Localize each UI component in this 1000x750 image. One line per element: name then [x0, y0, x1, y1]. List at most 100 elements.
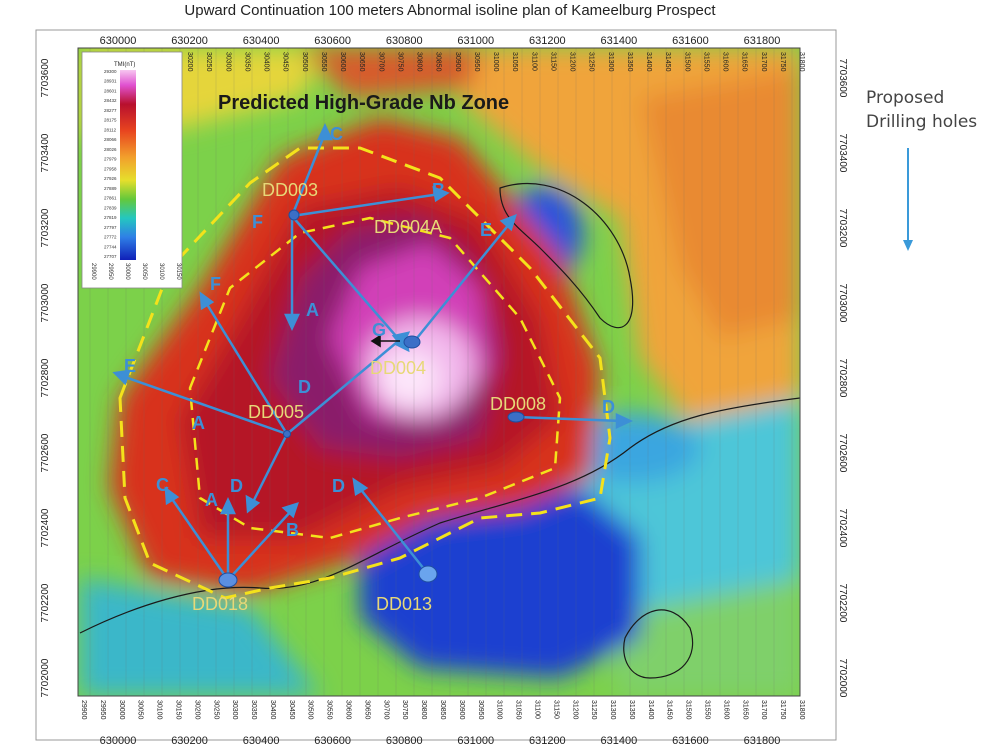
- hole-label: DD018: [192, 594, 248, 614]
- x-inner-tick-label: 30100: [156, 700, 163, 720]
- y-tick-label: 7702200: [837, 584, 848, 623]
- x-inner-tick-label: 30500: [301, 52, 308, 72]
- direction-label: F: [252, 212, 263, 232]
- x-inner-tick-label: 30300: [231, 700, 238, 720]
- x-inner-tick-label: 30250: [205, 52, 212, 72]
- hole-label: DD013: [376, 594, 432, 614]
- legend-axis-tick: 29900: [90, 263, 96, 280]
- x-tick-label: 631200: [529, 735, 566, 747]
- x-tick-label: 631400: [601, 735, 638, 747]
- direction-label: A: [306, 300, 319, 320]
- x-inner-tick-label: 31750: [779, 700, 786, 720]
- x-inner-tick-label: 31450: [666, 700, 673, 720]
- hole-label: DD003: [262, 180, 318, 200]
- legend-colorbar: [120, 70, 136, 260]
- map-title: Upward Continuation 100 meters Abnormal …: [184, 2, 716, 19]
- x-inner-tick-label: 31550: [704, 700, 711, 720]
- hole-collars: [218, 209, 525, 588]
- x-tick-label: 631400: [601, 35, 638, 47]
- direction-label: A: [192, 413, 205, 433]
- x-tick-label: 630200: [171, 735, 208, 747]
- direction-label: E: [480, 220, 492, 240]
- collar-dd005[interactable]: [283, 430, 291, 438]
- x-inner-tick-label: 30700: [382, 700, 389, 720]
- x-inner-tick-label: 30750: [401, 700, 408, 720]
- legend-value: 27979: [104, 157, 117, 162]
- direction-label: D: [298, 377, 311, 397]
- hole-label: DD004A: [374, 217, 442, 237]
- black-arrow-icon: [370, 334, 400, 348]
- x-tick-label: 631600: [672, 35, 709, 47]
- x-inner-tick-label: 30850: [435, 52, 442, 72]
- x-inner-tick-label: 30150: [174, 700, 181, 720]
- hole-label: DD008: [490, 394, 546, 414]
- x-inner-tick-label: 30450: [288, 700, 295, 720]
- x-inner-tick-label: 30050: [137, 700, 144, 720]
- x-inner-tick-label: 30200: [193, 700, 200, 720]
- x-inner-tick-label: 31300: [609, 700, 616, 720]
- collar-dd003[interactable]: [288, 209, 300, 221]
- y-tick-label: 7703000: [837, 284, 848, 323]
- zone-label: Predicted High-Grade Nb Zone: [218, 92, 509, 114]
- x-inner-tick-label: 30950: [477, 700, 484, 720]
- x-inner-tick-label: 31500: [685, 700, 692, 720]
- legend-value: 28026: [104, 147, 117, 152]
- legend-value: 28066: [104, 137, 117, 142]
- collar-dd018[interactable]: [218, 572, 238, 588]
- y-tick-label: 7703400: [837, 134, 848, 173]
- x-inner-tick-label: 31750: [779, 52, 786, 72]
- x-inner-tick-label: 30450: [282, 52, 289, 72]
- legend-value: 27772: [104, 235, 117, 240]
- x-inner-tick-label: 31400: [647, 700, 654, 720]
- y-tick-label: 7703200: [837, 209, 848, 248]
- legend-value: 28432: [104, 98, 117, 103]
- x-tick-label: 631000: [457, 735, 494, 747]
- x-axis-top: 630000 630200 630400 630600 630800 631000 6312…: [100, 35, 781, 47]
- direction-label: D: [602, 397, 615, 417]
- y-tick-label: 7703000: [40, 283, 51, 322]
- map-figure: DD003 DD004A DD004 DD005 DD008 DD018 DD0…: [35, 29, 848, 747]
- x-inner-tick-label: 31350: [626, 52, 633, 72]
- direction-label: D: [230, 476, 243, 496]
- x-inner-tick-label: 30350: [250, 700, 257, 720]
- x-inner-tick-label: 30900: [458, 700, 465, 720]
- legend-value: 27926: [104, 176, 117, 181]
- y-tick-label: 7703600: [40, 58, 51, 97]
- x-inner-tick-label: 30700: [377, 52, 384, 72]
- legend-value: 28931: [104, 79, 117, 84]
- x-inner-tick-label: 31350: [628, 700, 635, 720]
- legend-title: TMI(nT): [114, 62, 135, 68]
- x-inner-tick-label: 31150: [549, 52, 556, 71]
- x-inner-tick-label: 30400: [263, 52, 270, 72]
- legend-value: 28601: [104, 88, 117, 93]
- direction-label: D: [332, 476, 345, 496]
- x-inner-tick-label: 31450: [664, 52, 671, 72]
- x-inner-tick-label: 31700: [760, 700, 767, 720]
- collar-dd013[interactable]: [418, 565, 438, 583]
- y-tick-label: 7702800: [837, 359, 848, 398]
- hole-labels: DD003 DD004A DD004 DD005 DD008 DD018 DD0…: [192, 180, 546, 614]
- x-inner-tick-label: 31650: [741, 52, 748, 72]
- tmi-anomaly-surface: [78, 48, 800, 696]
- predicted-zone-outline: [118, 146, 612, 600]
- x-axis-inner-bottom: 29900 29950 30000 30050 30100 30150 30200 30250…: [80, 700, 805, 720]
- y-tick-label: 7703400: [40, 133, 51, 172]
- collar-dd008[interactable]: [507, 411, 525, 423]
- direction-label: B: [286, 520, 299, 540]
- x-inner-tick-label: 31100: [530, 52, 537, 71]
- x-inner-tick-label: 31150: [552, 700, 559, 719]
- x-inner-tick-label: 30600: [339, 52, 346, 72]
- drilling-arrows: [112, 123, 633, 581]
- y-tick-label: 7702000: [837, 659, 848, 698]
- down-arrow-icon: [903, 148, 913, 251]
- x-inner-tick-label: 30000: [118, 700, 125, 720]
- legend-value: 27707: [104, 254, 117, 259]
- x-inner-tick-label: 31800: [798, 52, 805, 72]
- x-inner-tick-label: 31200: [571, 700, 578, 720]
- x-tick-label: 630600: [314, 35, 351, 47]
- tmi-legend: TMI(nT) 29300 28931 28601 28432 28277 28175 28…: [81, 51, 183, 289]
- collar-dd004[interactable]: [403, 335, 421, 349]
- x-inner-tick-label: 31000: [492, 52, 499, 72]
- x-inner-tick-label: 30550: [320, 52, 327, 72]
- legend-axis-tick: 29950: [107, 263, 113, 280]
